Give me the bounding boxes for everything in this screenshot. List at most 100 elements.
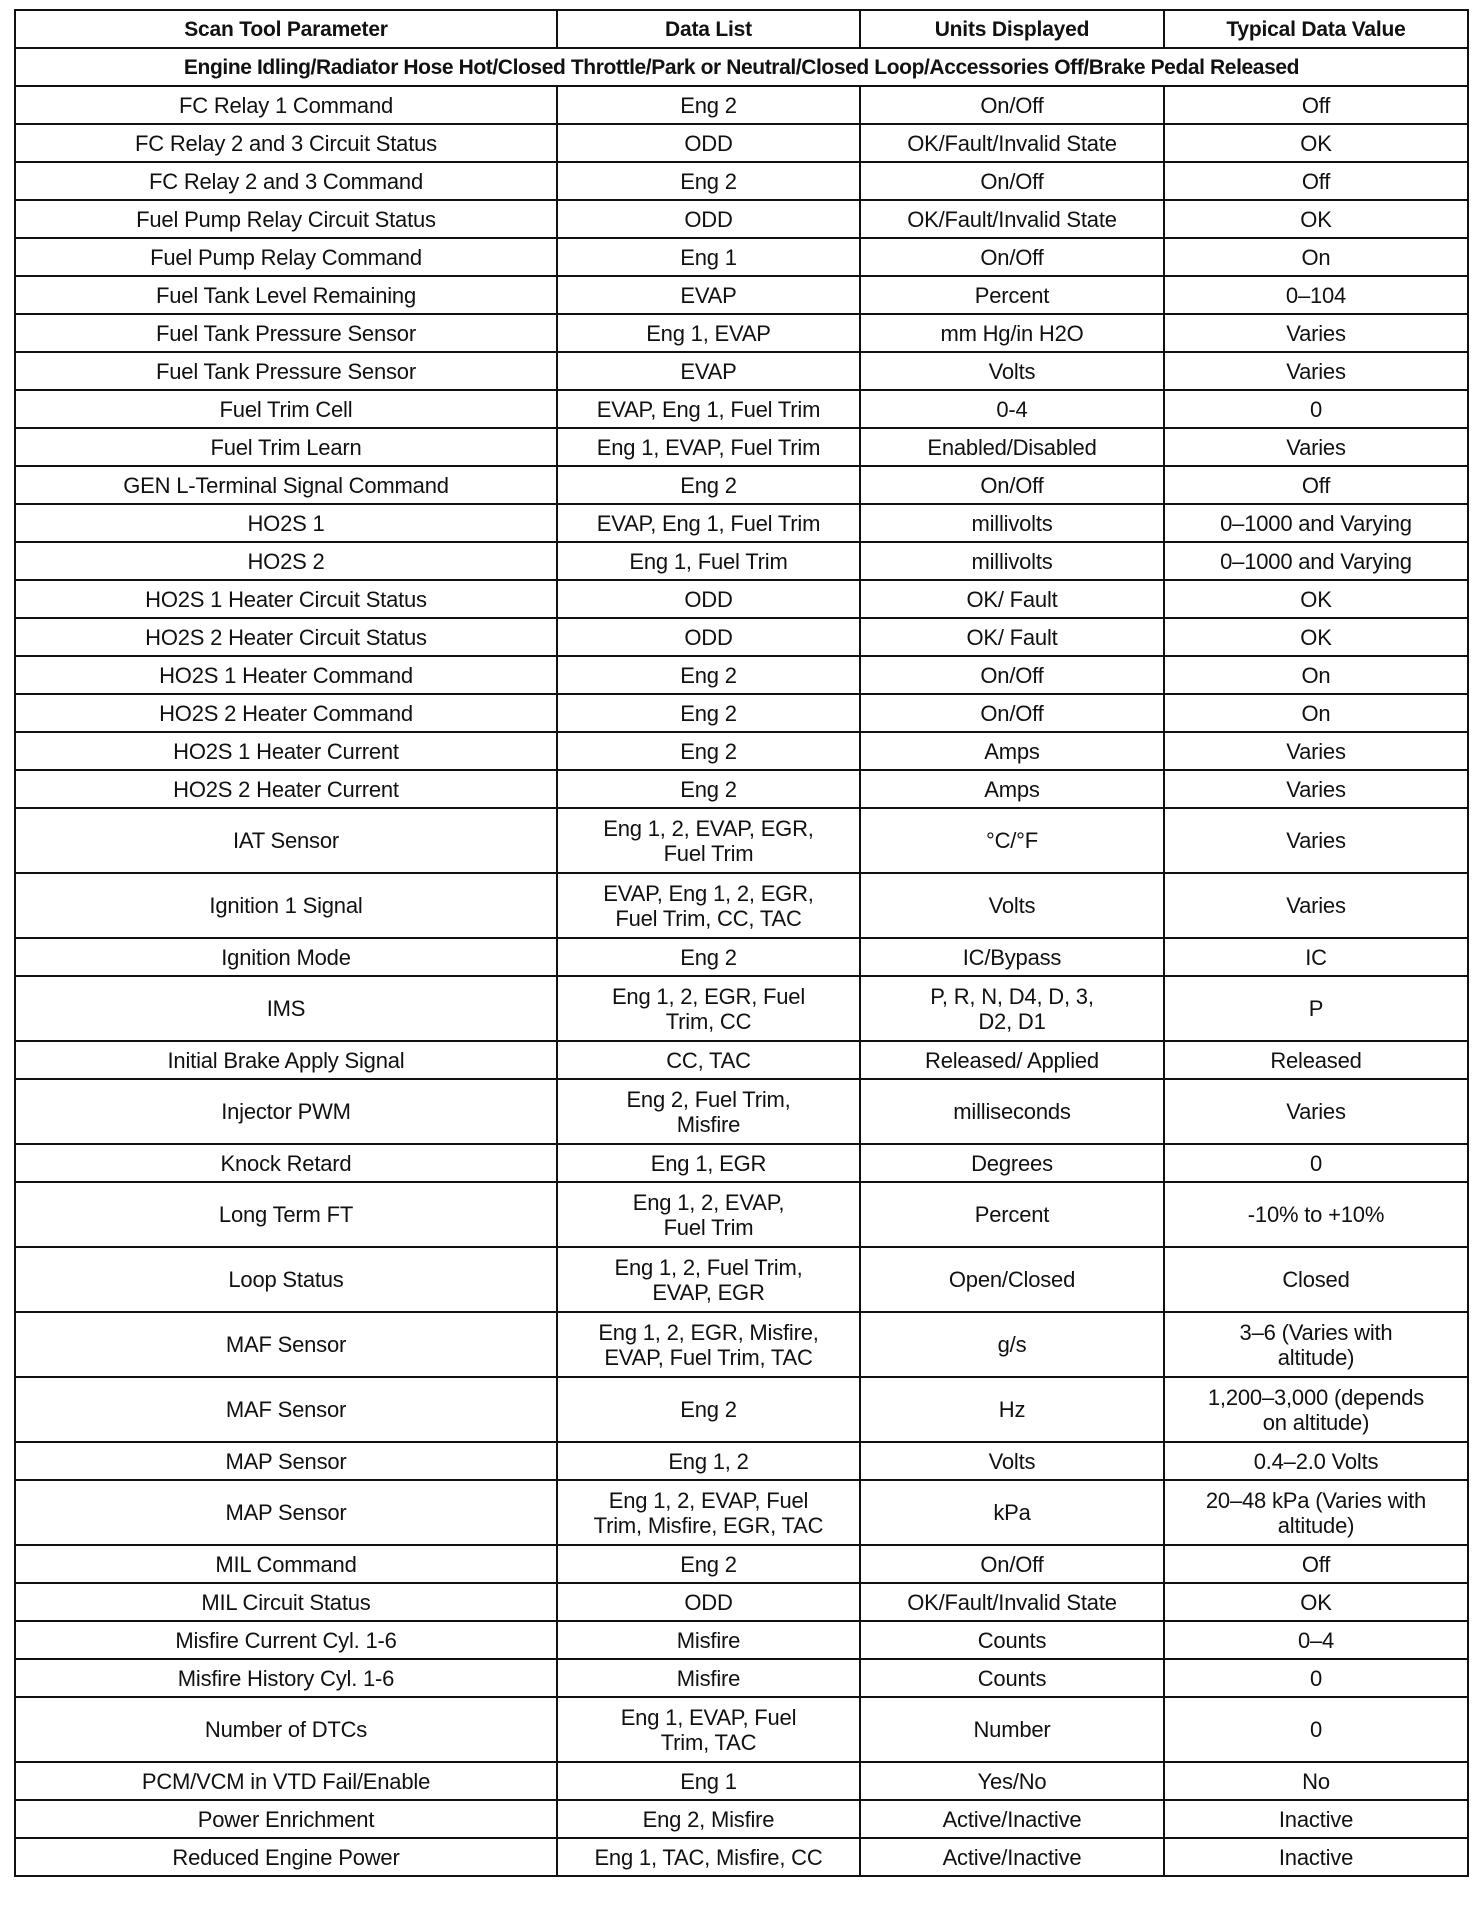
cell-typical-value: 0.4–2.0 Volts: [1163, 1441, 1469, 1481]
cell-typical-value: Varies: [1163, 731, 1469, 771]
cell-parameter: HO2S 2 Heater Current: [14, 769, 558, 809]
table-row: HO2S 2 Heater Current Eng 2 Amps Varies: [14, 769, 1469, 809]
table-row: HO2S 1 Heater Command Eng 2 On/Off On: [14, 655, 1469, 695]
cell-units: OK/Fault/Invalid State: [859, 199, 1165, 239]
cell-typical-value: OK: [1163, 123, 1469, 163]
table-row: Ignition Mode Eng 2 IC/Bypass IC: [14, 937, 1469, 977]
cell-parameter: MIL Circuit Status: [14, 1582, 558, 1622]
table-row: Fuel Tank Pressure Sensor Eng 1, EVAP mm H…: [14, 313, 1469, 353]
cell-typical-value: 1,200–3,000 (depends on altitude): [1163, 1376, 1469, 1443]
cell-typical-value: Off: [1163, 465, 1469, 505]
table-row: Loop Status Eng 1, 2, Fuel Trim, EVAP, EG…: [14, 1246, 1469, 1313]
table-row: Fuel Trim Cell EVAP, Eng 1, Fuel Trim 0-4 0: [14, 389, 1469, 429]
cell-data-list: Eng 1, 2, Fuel Trim, EVAP, EGR: [556, 1246, 861, 1313]
cell-data-list: Eng 1, 2, EGR, Misfire, EVAP, Fuel Trim,…: [556, 1311, 861, 1378]
cell-data-list: Eng 1, EVAP, Fuel Trim: [556, 427, 861, 467]
cell-typical-value: 20–48 kPa (Varies with altitude): [1163, 1479, 1469, 1546]
cell-parameter: Initial Brake Apply Signal: [14, 1040, 558, 1080]
cell-typical-value: Varies: [1163, 1078, 1469, 1145]
table-row: Fuel Tank Level Remaining EVAP Percent 0–10…: [14, 275, 1469, 315]
cell-data-list: EVAP, Eng 1, Fuel Trim: [556, 503, 861, 543]
cell-typical-value: Varies: [1163, 313, 1469, 353]
cell-data-list: ODD: [556, 617, 861, 657]
header-data-list: Data List: [556, 9, 861, 49]
cell-typical-value: 0–4: [1163, 1620, 1469, 1660]
cell-units: On/Off: [859, 161, 1165, 201]
table-row: GEN L-Terminal Signal Command Eng 2 On/Off…: [14, 465, 1469, 505]
cell-typical-value: OK: [1163, 579, 1469, 619]
cell-data-list: CC, TAC: [556, 1040, 861, 1080]
cell-units: Open/Closed: [859, 1246, 1165, 1313]
table-row: Ignition 1 Signal EVAP, Eng 1, 2, EGR, Fu…: [14, 872, 1469, 939]
cell-units: Counts: [859, 1658, 1165, 1698]
cell-data-list: Eng 1, EVAP, Fuel Trim, TAC: [556, 1696, 861, 1763]
cell-units: IC/Bypass: [859, 937, 1165, 977]
cell-units: Volts: [859, 1441, 1165, 1481]
operating-condition: Engine Idling/Radiator Hose Hot/Closed T…: [14, 47, 1469, 87]
cell-units: Volts: [859, 351, 1165, 391]
cell-units: 0-4: [859, 389, 1165, 429]
cell-units: Amps: [859, 769, 1165, 809]
cell-data-list: Eng 1, 2, EVAP, Fuel Trim, Misfire, EGR,…: [556, 1479, 861, 1546]
table-row: IAT Sensor Eng 1, 2, EVAP, EGR, Fuel Trim…: [14, 807, 1469, 874]
cell-parameter: HO2S 1 Heater Command: [14, 655, 558, 695]
cell-typical-value: Varies: [1163, 807, 1469, 874]
cell-parameter: HO2S 2 Heater Circuit Status: [14, 617, 558, 657]
cell-data-list: Eng 1: [556, 237, 861, 277]
cell-typical-value: Varies: [1163, 351, 1469, 391]
table-row: IMS Eng 1, 2, EGR, Fuel Trim, CC P, R, N, …: [14, 975, 1469, 1042]
cell-data-list: Eng 2: [556, 655, 861, 695]
cell-typical-value: Off: [1163, 85, 1469, 125]
table-row: Misfire History Cyl. 1-6 Misfire Counts 0: [14, 1658, 1469, 1698]
cell-units: Active/Inactive: [859, 1799, 1165, 1839]
scan-tool-data-table: Scan Tool Parameter Data List Units Disp…: [14, 9, 1469, 1877]
table-row: Number of DTCs Eng 1, EVAP, Fuel Trim, TA…: [14, 1696, 1469, 1763]
cell-units: Yes/No: [859, 1761, 1165, 1801]
cell-typical-value: OK: [1163, 617, 1469, 657]
cell-units: On/Off: [859, 1544, 1165, 1584]
table-row: MAP Sensor Eng 1, 2 Volts 0.4–2.0 Volts: [14, 1441, 1469, 1481]
cell-units: On/Off: [859, 237, 1165, 277]
cell-data-list: Eng 1, EGR: [556, 1143, 861, 1183]
table-row: HO2S 1 Heater Current Eng 2 Amps Varies: [14, 731, 1469, 771]
header-row: Scan Tool Parameter Data List Units Disp…: [14, 9, 1469, 49]
cell-parameter: Fuel Trim Learn: [14, 427, 558, 467]
cell-units: Released/ Applied: [859, 1040, 1165, 1080]
cell-data-list: EVAP: [556, 351, 861, 391]
cell-parameter: FC Relay 1 Command: [14, 85, 558, 125]
cell-data-list: EVAP: [556, 275, 861, 315]
cell-typical-value: 0: [1163, 389, 1469, 429]
cell-parameter: PCM/VCM in VTD Fail/Enable: [14, 1761, 558, 1801]
cell-units: kPa: [859, 1479, 1165, 1546]
cell-units: g/s: [859, 1311, 1165, 1378]
cell-typical-value: On: [1163, 655, 1469, 695]
cell-typical-value: On: [1163, 693, 1469, 733]
cell-parameter: HO2S 1 Heater Current: [14, 731, 558, 771]
cell-parameter: Injector PWM: [14, 1078, 558, 1145]
cell-data-list: Misfire: [556, 1658, 861, 1698]
cell-typical-value: OK: [1163, 1582, 1469, 1622]
cell-units: On/Off: [859, 465, 1165, 505]
cell-typical-value: 0: [1163, 1143, 1469, 1183]
table-row: FC Relay 2 and 3 Circuit Status ODD OK/Fau…: [14, 123, 1469, 163]
cell-typical-value: Varies: [1163, 427, 1469, 467]
table-row: HO2S 2 Heater Command Eng 2 On/Off On: [14, 693, 1469, 733]
cell-units: On/Off: [859, 85, 1165, 125]
cell-parameter: Fuel Pump Relay Command: [14, 237, 558, 277]
table-row: MIL Command Eng 2 On/Off Off: [14, 1544, 1469, 1584]
cell-parameter: FC Relay 2 and 3 Circuit Status: [14, 123, 558, 163]
cell-data-list: Eng 2: [556, 161, 861, 201]
cell-parameter: Ignition Mode: [14, 937, 558, 977]
cell-data-list: Eng 2: [556, 1376, 861, 1443]
cell-parameter: HO2S 1 Heater Circuit Status: [14, 579, 558, 619]
cell-typical-value: OK: [1163, 199, 1469, 239]
cell-data-list: Eng 2: [556, 769, 861, 809]
cell-parameter: Reduced Engine Power: [14, 1837, 558, 1877]
cell-data-list: Eng 2: [556, 465, 861, 505]
cell-parameter: GEN L-Terminal Signal Command: [14, 465, 558, 505]
table-row: Long Term FT Eng 1, 2, EVAP, Fuel Trim Per…: [14, 1181, 1469, 1248]
cell-typical-value: Inactive: [1163, 1837, 1469, 1877]
cell-units: OK/ Fault: [859, 617, 1165, 657]
cell-parameter: MAF Sensor: [14, 1311, 558, 1378]
cell-data-list: Eng 2: [556, 85, 861, 125]
